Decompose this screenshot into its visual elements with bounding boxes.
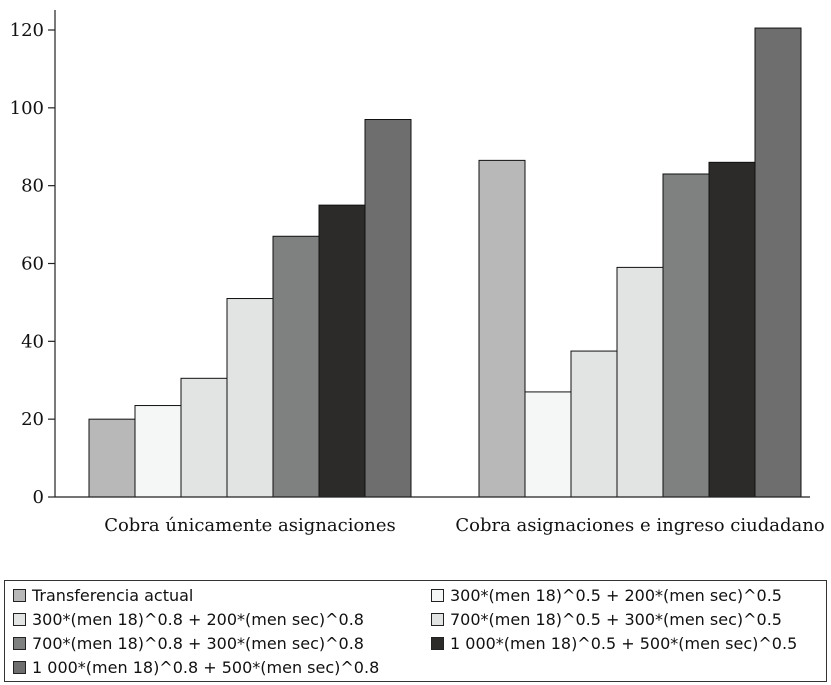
y-axis: 0 20 40 60 80 100 120 xyxy=(10,10,56,508)
y-tick-label: 120 xyxy=(10,20,44,41)
legend-swatch xyxy=(13,613,26,626)
y-tick-label: 0 xyxy=(33,487,44,508)
y-tick-label: 80 xyxy=(21,176,44,197)
bar xyxy=(272,235,320,498)
legend-swatch xyxy=(13,589,26,602)
bar xyxy=(570,350,618,498)
legend-swatch xyxy=(431,613,444,626)
bar xyxy=(88,418,136,498)
x-axis: Cobra únicamente asignaciones Cobra asign… xyxy=(55,496,825,536)
legend-item: 300*(men 18)^0.8 + 200*(men sec)^0.8 xyxy=(13,610,364,629)
legend-label: 300*(men 18)^0.5 + 200*(men sec)^0.5 xyxy=(450,586,782,605)
x-category-label: Cobra únicamente asignaciones xyxy=(104,515,396,536)
legend-item: 1 000*(men 18)^0.5 + 500*(men sec)^0.5 xyxy=(431,634,797,653)
y-tick-label: 60 xyxy=(21,254,44,275)
legend-label: 700*(men 18)^0.5 + 300*(men sec)^0.5 xyxy=(450,610,782,629)
legend-item: 1 000*(men 18)^0.8 + 500*(men sec)^0.8 xyxy=(13,658,379,677)
bar xyxy=(708,161,756,498)
bars xyxy=(88,27,802,498)
legend-item: 700*(men 18)^0.8 + 300*(men sec)^0.8 xyxy=(13,634,364,653)
legend-label: Transferencia actual xyxy=(32,586,194,605)
legend-item: 300*(men 18)^0.5 + 200*(men sec)^0.5 xyxy=(431,586,782,605)
legend-item: 700*(men 18)^0.5 + 300*(men sec)^0.5 xyxy=(431,610,782,629)
legend-swatch xyxy=(13,661,26,674)
bar xyxy=(524,391,572,498)
bar xyxy=(662,173,710,498)
legend-item: Transferencia actual xyxy=(13,586,193,605)
bar xyxy=(754,27,802,498)
y-tick-label: 100 xyxy=(10,98,44,119)
legend-swatch xyxy=(431,637,444,650)
bar xyxy=(180,377,228,498)
legend-swatch xyxy=(431,589,444,602)
legend-label: 300*(men 18)^0.8 + 200*(men sec)^0.8 xyxy=(32,610,364,629)
y-tick-label: 20 xyxy=(21,409,44,430)
bar xyxy=(318,204,366,498)
bar xyxy=(478,159,526,498)
y-tick-label: 40 xyxy=(21,331,44,352)
bar xyxy=(616,266,664,498)
legend-label: 1 000*(men 18)^0.5 + 500*(men sec)^0.5 xyxy=(450,634,798,653)
bar xyxy=(134,405,182,498)
bar xyxy=(364,119,412,498)
legend-label: 700*(men 18)^0.8 + 300*(men sec)^0.8 xyxy=(32,634,364,653)
legend: Transferencia actual 300*(men 18)^0.5 + 2… xyxy=(4,580,827,682)
bar xyxy=(226,298,274,498)
legend-swatch xyxy=(13,637,26,650)
x-category-label: Cobra asignaciones e ingreso ciudadano xyxy=(455,515,824,536)
legend-label: 1 000*(men 18)^0.8 + 500*(men sec)^0.8 xyxy=(32,658,380,677)
